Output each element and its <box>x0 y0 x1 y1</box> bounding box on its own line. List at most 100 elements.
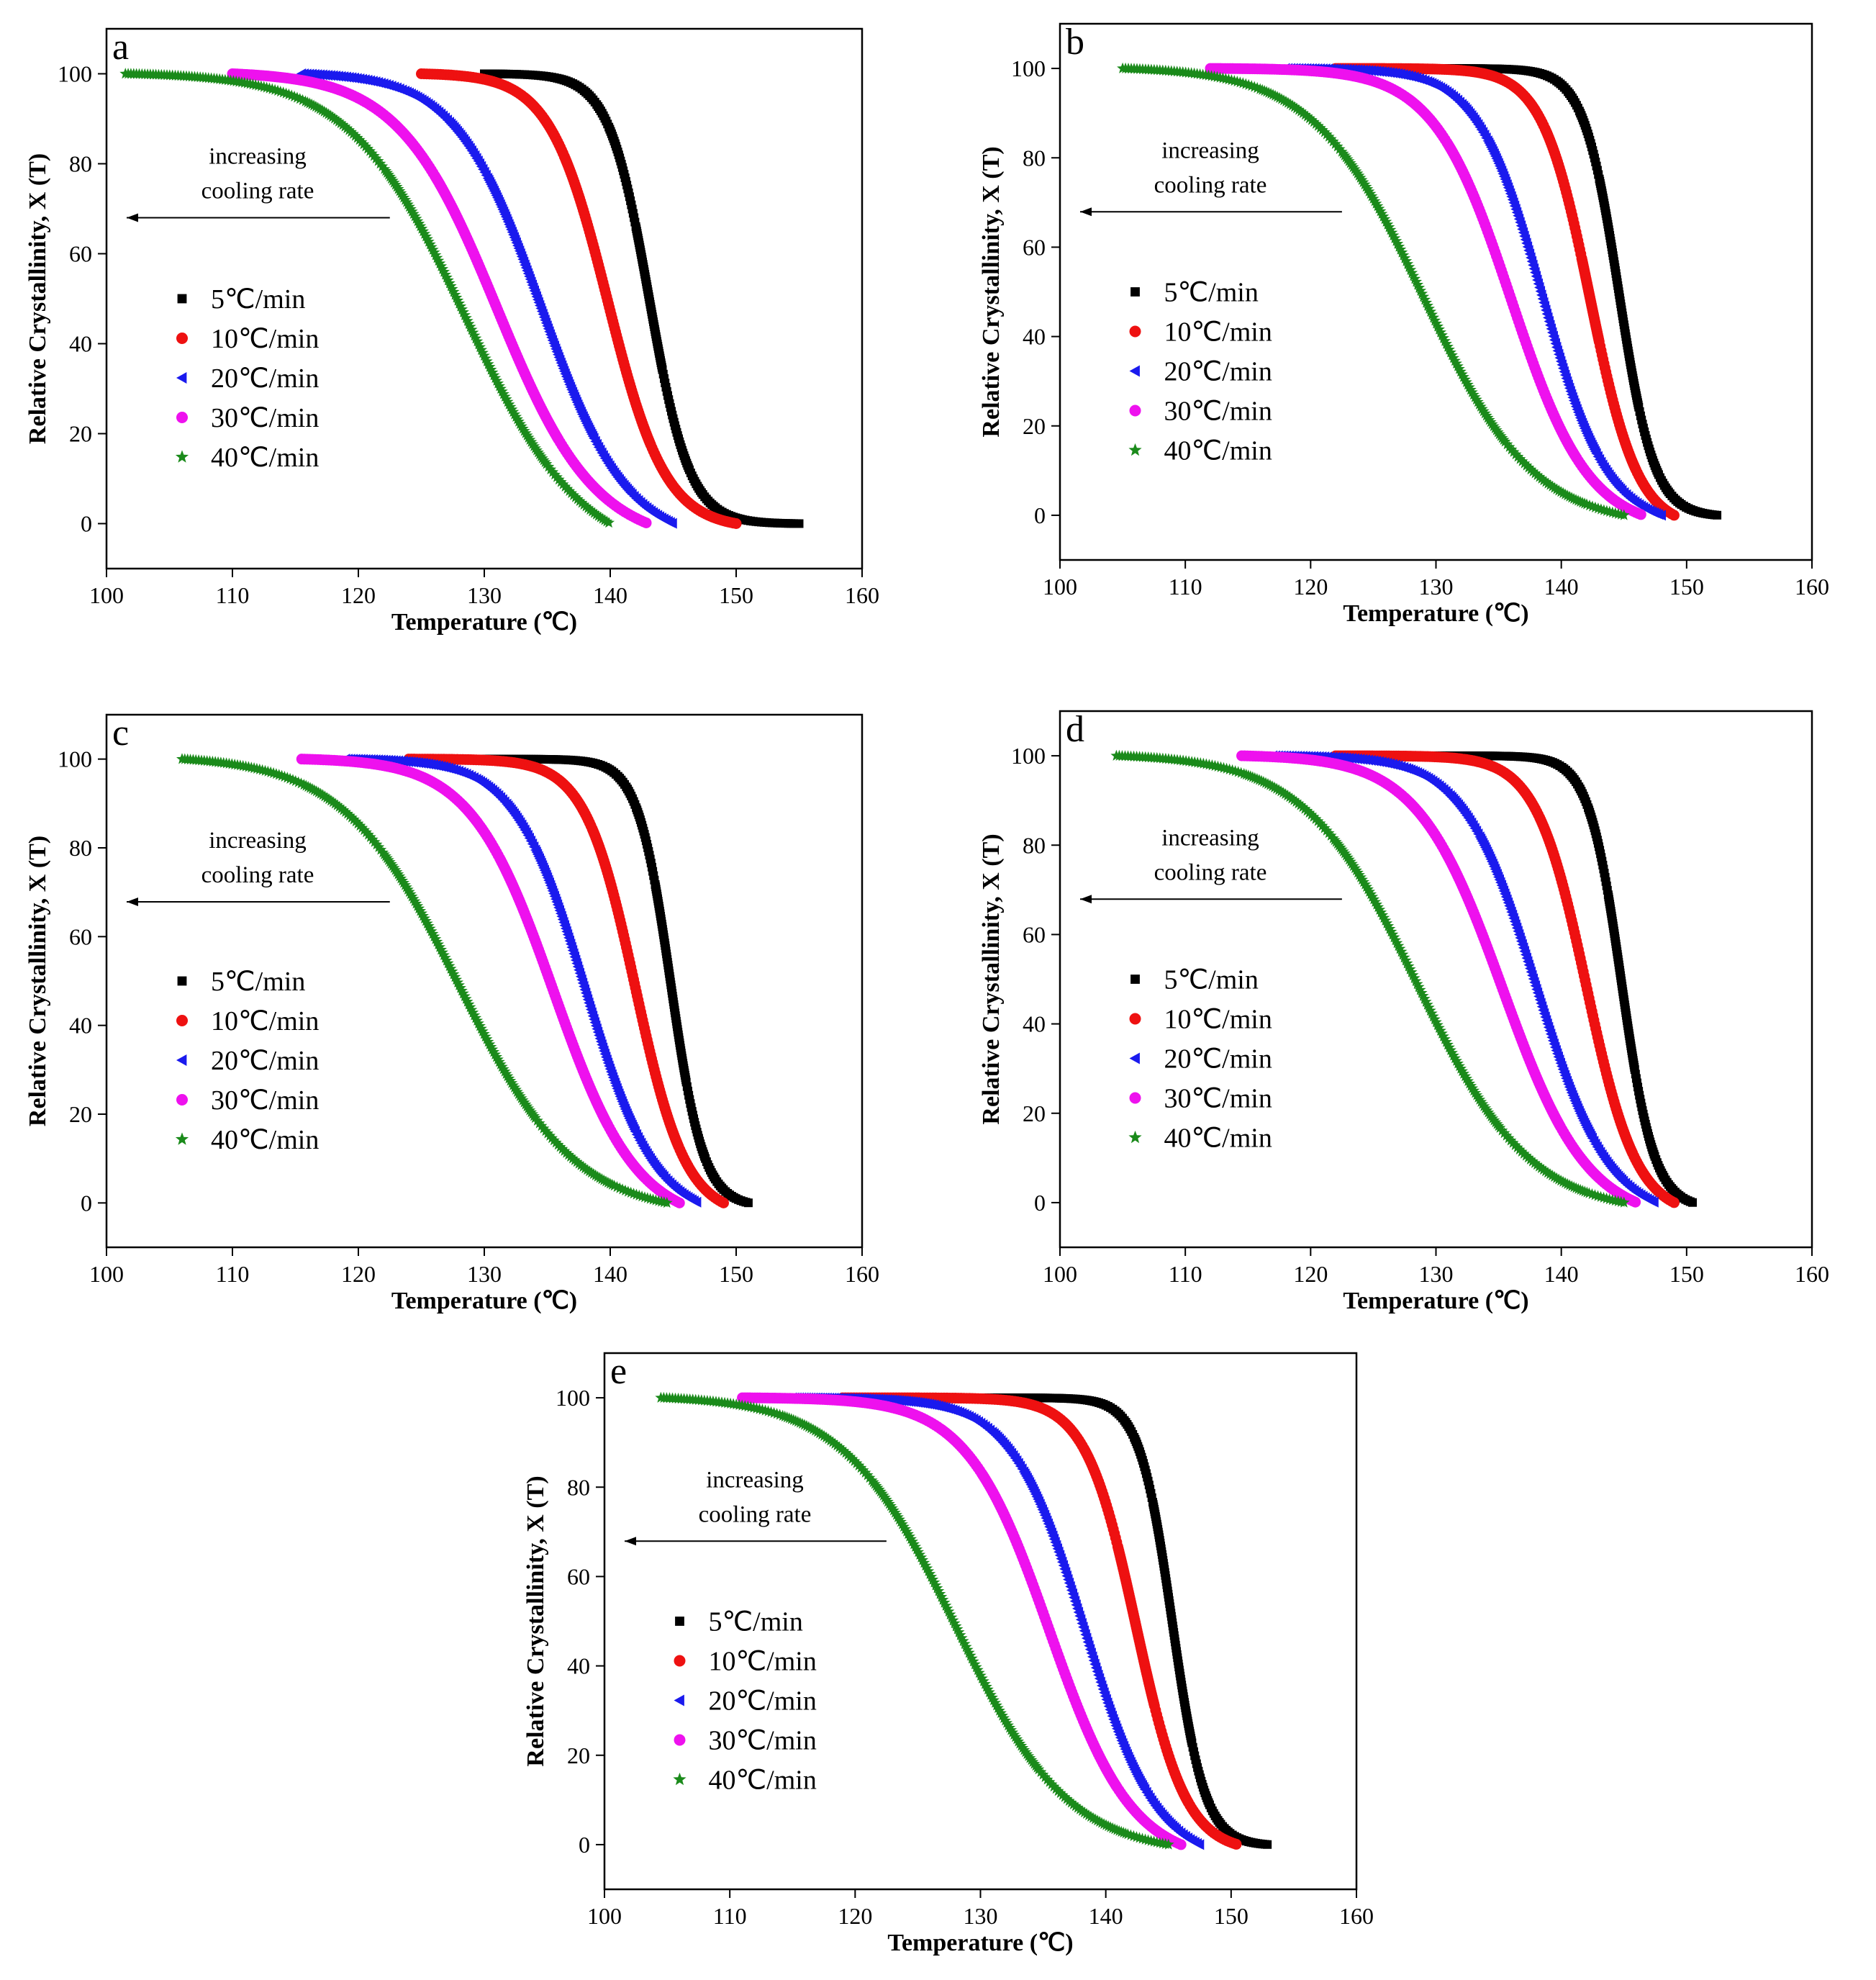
data-point <box>1498 1127 1510 1139</box>
data-point <box>442 274 454 286</box>
data-point <box>1371 898 1383 910</box>
data-point <box>514 1090 526 1101</box>
data-point <box>525 435 538 447</box>
data-point <box>1328 833 1341 846</box>
data-point <box>1413 281 1426 293</box>
data-point <box>1297 107 1309 118</box>
data-point <box>1474 1093 1486 1105</box>
data-point <box>427 928 439 939</box>
data-point <box>1538 474 1550 486</box>
data-point <box>1337 845 1349 856</box>
data-point <box>1488 1114 1500 1126</box>
data-point <box>348 813 360 825</box>
data-point <box>517 1094 529 1106</box>
data-point <box>438 949 450 960</box>
data-point <box>434 941 445 952</box>
panel-letter: c <box>112 713 129 754</box>
data-point <box>1349 862 1361 874</box>
data-point <box>1399 252 1411 263</box>
data-point <box>1434 1024 1446 1036</box>
data-point <box>337 804 350 815</box>
data-point <box>1388 931 1400 943</box>
data-point <box>436 946 448 958</box>
data-point <box>398 877 409 888</box>
data-point <box>327 111 338 122</box>
data-point <box>1536 472 1548 484</box>
data-point <box>1531 1159 1543 1170</box>
data-point <box>385 173 397 184</box>
data-point <box>1472 1091 1485 1103</box>
data-point <box>1491 1118 1503 1129</box>
data-point <box>524 1104 536 1116</box>
data-point <box>1423 302 1435 314</box>
data-point <box>514 417 526 429</box>
data-point <box>409 210 421 222</box>
data-point <box>1474 400 1487 412</box>
data-point <box>1417 990 1429 1001</box>
data-point <box>1459 1070 1472 1082</box>
data-point <box>504 1075 517 1086</box>
x-tick-label: 160 <box>845 582 879 608</box>
data-point <box>521 1100 533 1112</box>
data-point <box>1473 398 1485 410</box>
data-point <box>445 280 457 291</box>
panel-letter: b <box>1066 22 1084 63</box>
data-point <box>1527 465 1539 476</box>
x-tick-label: 130 <box>1419 1261 1454 1287</box>
data-point <box>476 1025 489 1036</box>
data-point <box>364 831 376 842</box>
data-point <box>1419 294 1431 305</box>
data-point <box>1450 357 1462 369</box>
x-tick-label: 100 <box>89 582 124 608</box>
data-point <box>580 500 592 512</box>
x-tick-label: 120 <box>1293 574 1328 600</box>
x-tick-label: 150 <box>1669 574 1704 600</box>
data-point <box>1390 934 1402 946</box>
data-point <box>1426 308 1438 320</box>
data-point <box>339 120 351 132</box>
series-30-cpm <box>1236 750 1641 1208</box>
data-point <box>432 938 445 949</box>
y-axis-title: Relative Crystallinity, X (T) <box>978 146 1005 437</box>
data-point <box>473 1020 486 1031</box>
series-20-cpm <box>340 754 702 1208</box>
data-point <box>1393 240 1405 252</box>
data-point <box>448 286 460 297</box>
data-point <box>518 1096 530 1108</box>
y-tick-label: 80 <box>567 1474 590 1500</box>
x-tick-label: 140 <box>593 582 627 608</box>
data-point <box>1380 215 1392 227</box>
data-point <box>1494 1121 1506 1133</box>
data-point <box>440 271 453 283</box>
data-point <box>452 294 464 306</box>
data-point <box>1333 143 1346 155</box>
x-tick-label: 160 <box>1339 1903 1374 1929</box>
data-point <box>479 1030 491 1042</box>
data-point <box>1351 167 1364 178</box>
data-point <box>512 1088 525 1099</box>
data-point <box>1454 366 1467 377</box>
data-point <box>1509 1139 1521 1150</box>
legend-label-5: 5℃/min <box>1164 965 1259 995</box>
data-point <box>1518 1147 1530 1159</box>
y-tick-label: 0 <box>579 1832 590 1858</box>
x-tick-label: 110 <box>1169 1261 1202 1287</box>
legend-label-40: 40℃/min <box>1164 1124 1272 1154</box>
x-tick-label: 120 <box>341 582 376 608</box>
data-point <box>325 109 337 121</box>
data-point <box>1374 903 1386 915</box>
y-axis-title: Relative Crystallinity, X (T) <box>24 836 51 1126</box>
data-point <box>463 317 475 329</box>
data-point <box>1406 266 1418 278</box>
data-point <box>550 1136 562 1148</box>
legend-marker-30 <box>176 1094 188 1106</box>
data-point <box>395 872 407 884</box>
data-point <box>1425 305 1436 317</box>
data-point <box>1489 422 1501 433</box>
data-point <box>450 291 463 303</box>
data-point <box>1484 1108 1496 1120</box>
data-point <box>1381 917 1393 928</box>
y-tick-label: 40 <box>69 1013 92 1039</box>
data-point <box>531 1114 543 1126</box>
